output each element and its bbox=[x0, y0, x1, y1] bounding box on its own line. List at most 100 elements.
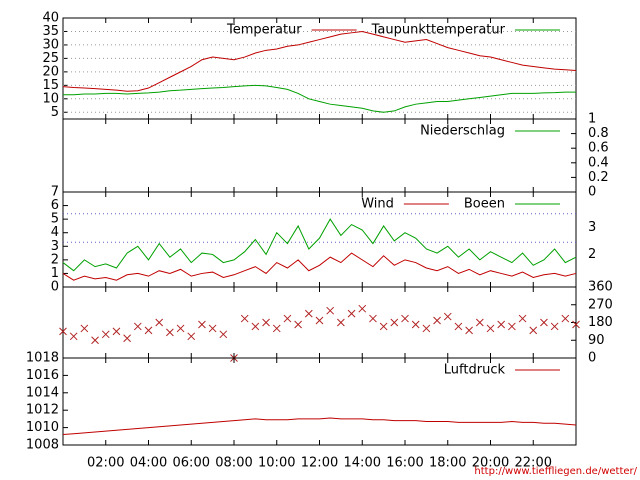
data-point bbox=[379, 322, 388, 331]
y-tick-label: 15 bbox=[42, 78, 59, 93]
point-stroke bbox=[304, 309, 313, 318]
point-stroke bbox=[508, 322, 516, 331]
x-tick-label: 20:00 bbox=[472, 456, 509, 471]
y2-tick-label: 3 bbox=[588, 220, 596, 235]
data-point bbox=[155, 318, 164, 327]
point-stroke bbox=[198, 320, 206, 329]
data-point bbox=[283, 314, 292, 323]
x-tick-label: 18:00 bbox=[429, 456, 466, 471]
y-tick-label: 0 bbox=[51, 280, 59, 295]
data-point bbox=[337, 318, 345, 327]
x-tick-label: 16:00 bbox=[386, 456, 423, 471]
y2-tick-label: 0.2 bbox=[588, 170, 609, 185]
y-tick-label: 10 bbox=[42, 91, 59, 106]
data-point bbox=[561, 314, 570, 323]
point-stroke bbox=[240, 314, 249, 323]
point-stroke bbox=[272, 324, 281, 333]
y-tick-label: 5 bbox=[51, 212, 59, 227]
data-point bbox=[347, 309, 356, 318]
data-point bbox=[326, 306, 335, 315]
y-tick-label: 35 bbox=[42, 24, 59, 39]
data-line bbox=[62, 252, 577, 281]
data-point bbox=[251, 322, 260, 331]
data-point bbox=[208, 324, 217, 333]
data-point bbox=[294, 320, 302, 329]
data-point bbox=[80, 324, 89, 333]
y2-tick-label: 0.4 bbox=[588, 155, 609, 170]
point-stroke bbox=[166, 328, 174, 337]
data-point bbox=[69, 332, 78, 341]
data-point bbox=[112, 327, 121, 336]
data-point bbox=[144, 326, 153, 335]
x-tick-label: 14:00 bbox=[344, 456, 381, 471]
data-point bbox=[358, 304, 367, 313]
point-stroke bbox=[443, 312, 452, 321]
data-point bbox=[166, 328, 174, 337]
point-stroke bbox=[572, 320, 580, 329]
data-point bbox=[465, 326, 473, 335]
data-point bbox=[497, 320, 506, 329]
y-tick-label: 1010 bbox=[26, 420, 59, 435]
y2-tick-label: 90 bbox=[588, 333, 605, 348]
legend-label: Wind bbox=[361, 197, 394, 212]
data-point bbox=[508, 322, 516, 331]
y-tick-label: 25 bbox=[42, 51, 59, 66]
point-stroke bbox=[497, 320, 506, 329]
point-stroke bbox=[475, 318, 484, 327]
point-stroke bbox=[561, 314, 570, 323]
data-point bbox=[411, 320, 420, 329]
point-stroke bbox=[112, 327, 121, 336]
data-point bbox=[262, 318, 270, 327]
y-tick-label: 30 bbox=[42, 37, 59, 52]
point-stroke bbox=[454, 322, 463, 331]
data-point bbox=[572, 320, 580, 329]
point-stroke bbox=[187, 332, 196, 341]
y2-tick-label: 1 bbox=[588, 112, 596, 127]
point-stroke bbox=[91, 336, 99, 345]
point-stroke bbox=[69, 332, 78, 341]
point-stroke bbox=[358, 304, 367, 313]
data-point bbox=[187, 332, 196, 341]
y-tick-label: 1 bbox=[51, 266, 59, 281]
y-tick-label: 20 bbox=[42, 64, 59, 79]
point-stroke bbox=[529, 326, 538, 335]
point-stroke bbox=[123, 334, 131, 343]
data-point bbox=[422, 324, 431, 333]
y-tick-label: 1018 bbox=[26, 351, 59, 366]
y2-tick-label: 0.8 bbox=[588, 126, 609, 141]
y2-tick-label: 0 bbox=[588, 185, 596, 200]
data-point bbox=[304, 309, 313, 318]
data-point bbox=[401, 314, 409, 323]
data-point bbox=[529, 326, 538, 335]
point-stroke bbox=[101, 330, 110, 339]
legend-label: Boeen bbox=[464, 197, 505, 212]
point-stroke bbox=[347, 309, 356, 318]
data-point bbox=[454, 322, 463, 331]
point-stroke bbox=[294, 320, 302, 329]
point-stroke bbox=[465, 326, 473, 335]
data-line bbox=[63, 84, 576, 113]
legend-label: Taupunkttemperatur bbox=[371, 23, 506, 38]
y-tick-label: 40 bbox=[42, 11, 59, 26]
data-point bbox=[59, 327, 67, 336]
y-tick-label: 5 bbox=[51, 105, 59, 120]
legend-label: Niederschlag bbox=[420, 124, 505, 139]
data-point bbox=[272, 324, 281, 333]
data-point bbox=[540, 318, 548, 327]
y-tick-label: 2 bbox=[51, 252, 59, 267]
legend-label: Temperatur bbox=[226, 23, 302, 38]
point-stroke bbox=[283, 314, 292, 323]
y2-tick-label: 180 bbox=[588, 315, 613, 330]
data-point bbox=[443, 312, 452, 321]
point-stroke bbox=[422, 324, 431, 333]
point-stroke bbox=[208, 324, 217, 333]
x-tick-label: 12:00 bbox=[301, 456, 338, 471]
y-tick-label: 4 bbox=[51, 225, 59, 240]
y-tick-label: 1008 bbox=[26, 438, 59, 453]
data-point bbox=[240, 314, 249, 323]
data-point bbox=[433, 316, 441, 325]
data-point bbox=[518, 314, 527, 323]
x-tick-label: 22:00 bbox=[515, 456, 552, 471]
